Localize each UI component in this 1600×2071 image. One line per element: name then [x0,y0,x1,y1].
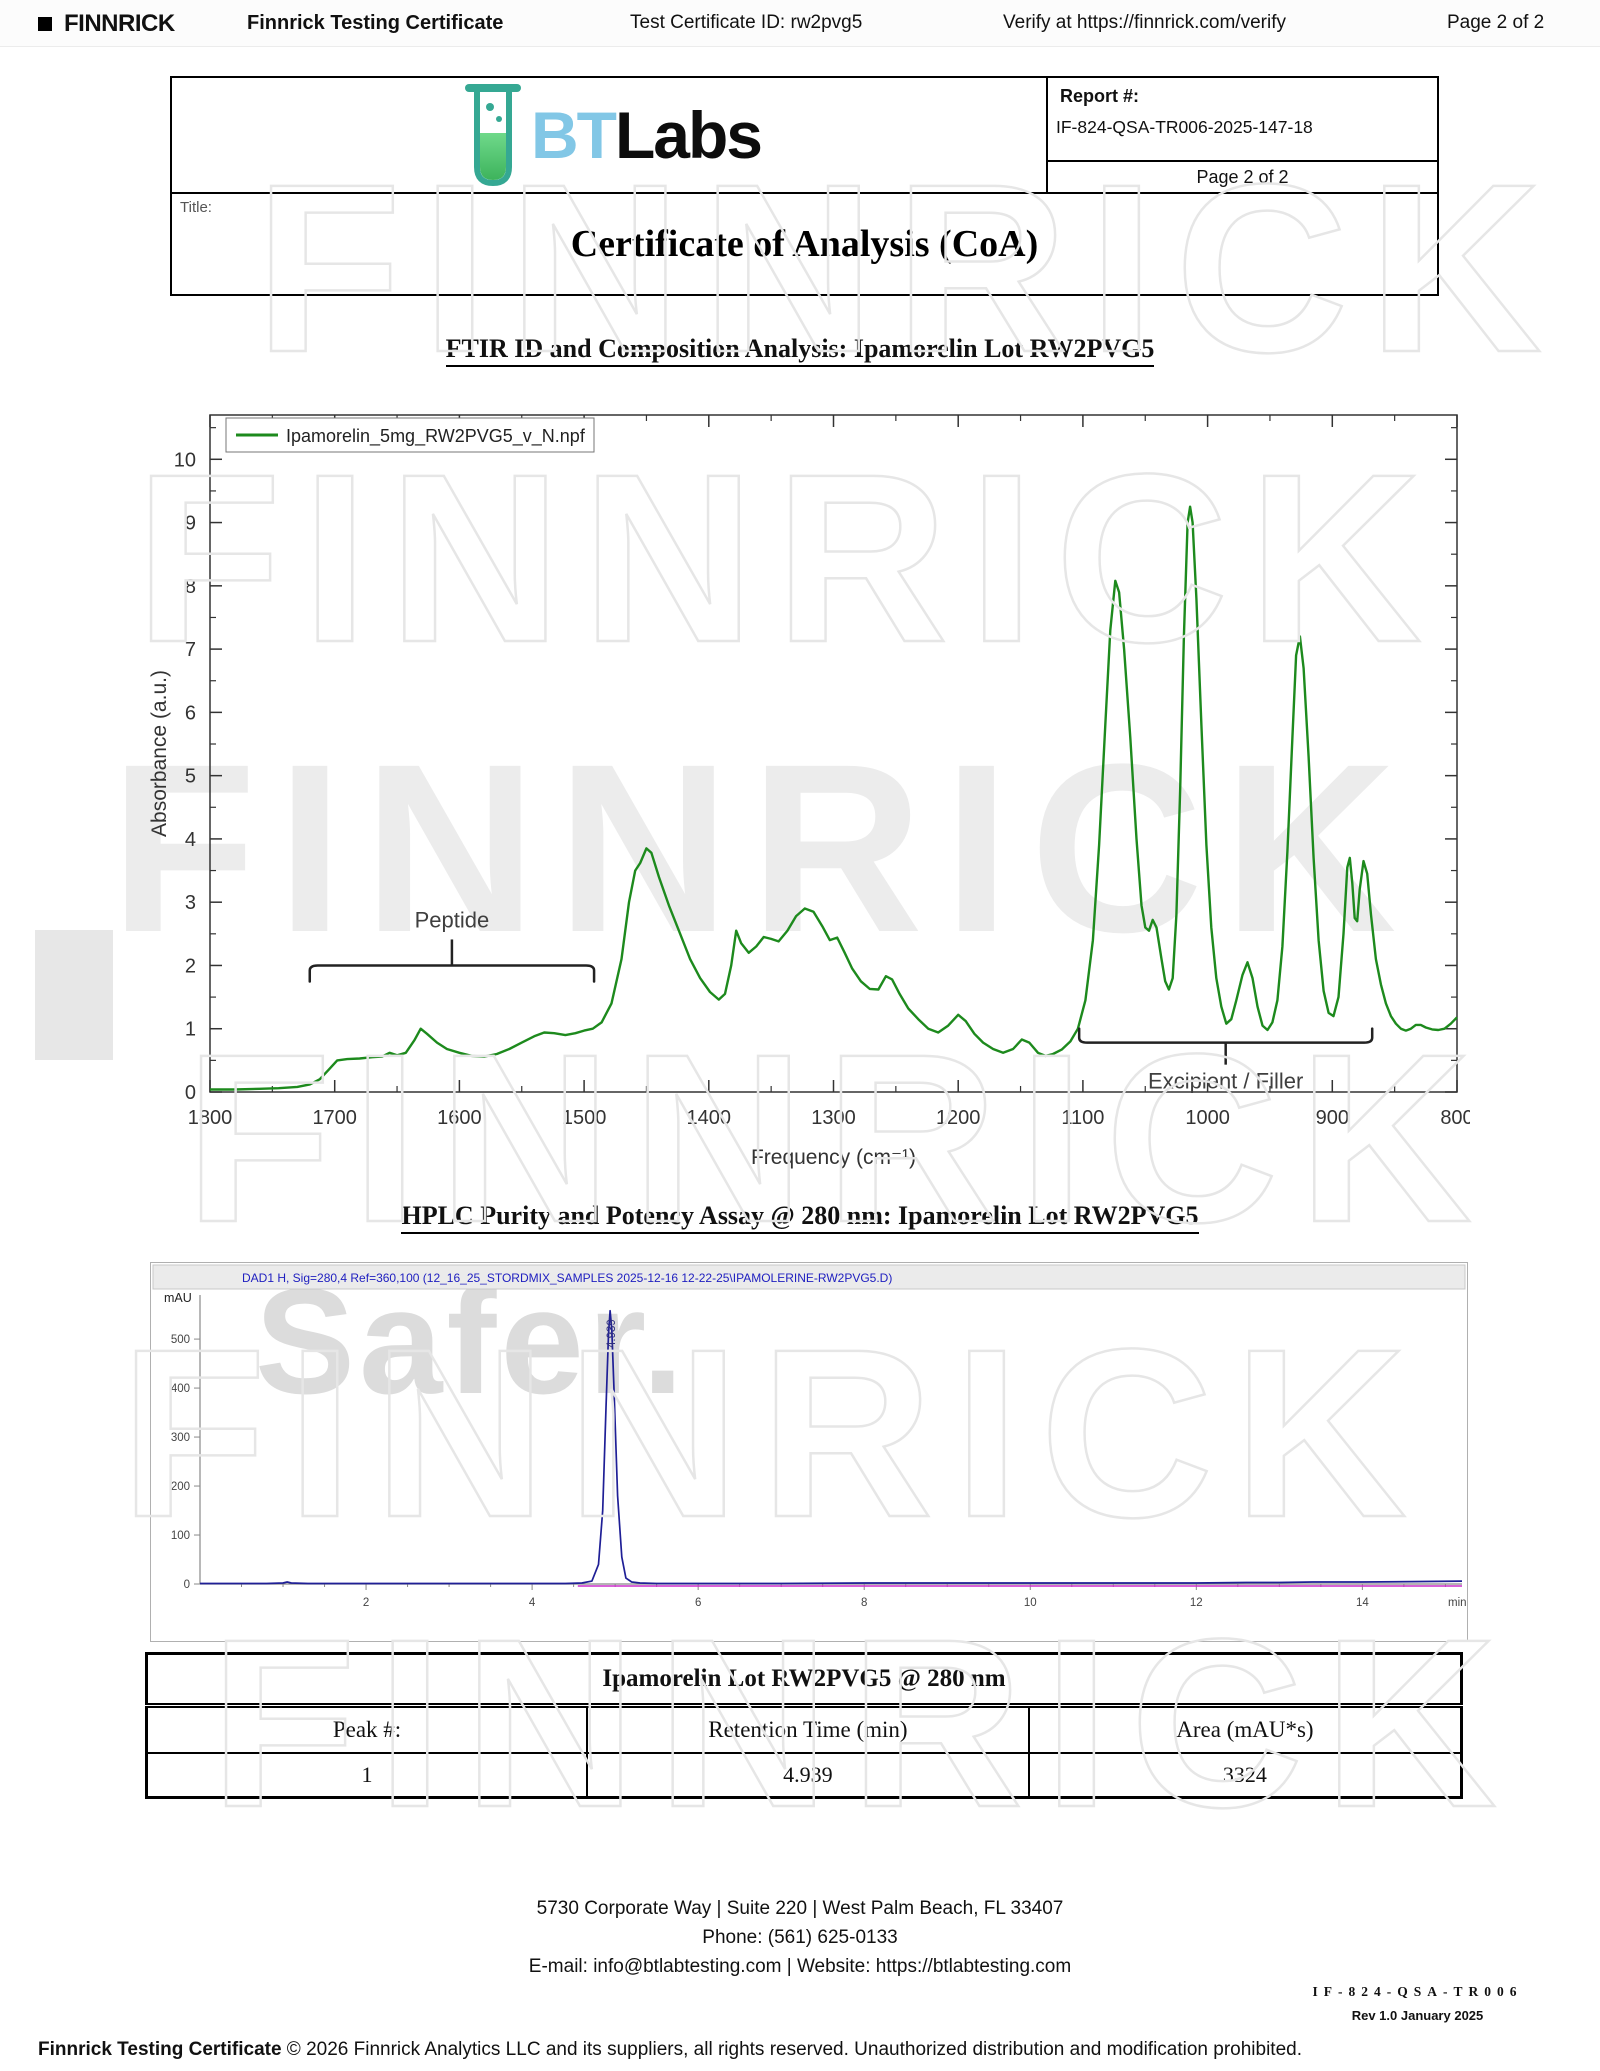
svg-text:Absorbance (a.u.): Absorbance (a.u.) [150,670,171,837]
svg-text:100: 100 [171,1530,190,1542]
report-number-value: IF-824-QSA-TR006-2025-147-18 [1056,117,1313,137]
finnrick-logo: FINNRICK [38,10,175,38]
svg-text:200: 200 [171,1481,190,1493]
finnrick-logo-text: FINNRICK [64,10,175,37]
table-row: 1 4.939 3324 [145,1752,1463,1799]
svg-text:800: 800 [1440,1107,1470,1129]
col-header-rt: Retention Time (min) [586,1705,1030,1754]
svg-text:4.939: 4.939 [606,1319,618,1348]
svg-text:500: 500 [171,1334,190,1346]
finnrick-square-icon [38,17,52,31]
svg-text:1500: 1500 [562,1107,607,1129]
svg-text:5: 5 [185,766,196,788]
svg-text:1000: 1000 [1185,1107,1230,1129]
svg-text:9: 9 [185,513,196,535]
document-id-block: IF-824-QSA-TR006 Rev 1.0 January 2025 [1245,1984,1590,2023]
certificate-id: Test Certificate ID: rw2pvg5 [630,12,863,33]
table-title: Ipamorelin Lot RW2PVG5 @ 280 nm [145,1652,1463,1708]
svg-text:1: 1 [185,1019,196,1041]
svg-text:1400: 1400 [687,1107,732,1129]
title-label: Title: [180,199,212,216]
footer-contact-line[interactable]: E-mail: info@btlabtesting.com | Website:… [528,1956,1072,1977]
bottom-bar-bold: Finnrick Testing Certificate [38,2039,282,2060]
report-number-label: Report #: [1060,86,1140,106]
svg-text:12: 12 [1190,1597,1203,1609]
ftir-section-title-text: FTIR ID and Composition Analysis: Ipamor… [445,334,1155,367]
col-header-peak: Peak #: [145,1705,589,1754]
ftir-section-title: FTIR ID and Composition Analysis: Ipamor… [0,334,1600,367]
svg-text:min: min [1448,1597,1467,1609]
svg-text:8: 8 [861,1597,867,1609]
hplc-section-title: HPLC Purity and Potency Assay @ 280 nm: … [0,1201,1600,1234]
svg-text:0: 0 [185,1082,196,1104]
cell-area: 3324 [1027,1752,1463,1799]
svg-text:10: 10 [1024,1597,1037,1609]
logo-labs-text: Labs [614,98,763,172]
svg-text:8: 8 [185,576,196,598]
svg-text:6: 6 [185,702,196,724]
test-tube-icon [464,84,521,187]
svg-text:1100: 1100 [1061,1107,1104,1129]
verify-link[interactable]: Verify at https://finnrick.com/verify [1003,12,1286,33]
bottom-bar: Finnrick Testing Certificate © 2026 Finn… [0,2031,1600,2071]
svg-text:1200: 1200 [936,1107,981,1129]
svg-text:3: 3 [185,892,196,914]
svg-text:Frequency (cm⁻¹): Frequency (cm⁻¹) [751,1146,916,1169]
svg-text:1300: 1300 [811,1107,856,1129]
svg-text:mAU: mAU [164,1291,192,1305]
ftir-chart: 1800 1700 1600 1500 1400 1300 1200 1100 1000 900 8… [150,414,1470,1169]
report-number-cell: Report #: IF-824-QSA-TR006-2025-147-18 P… [1046,78,1437,192]
hplc-section-title-text: HPLC Purity and Potency Assay @ 280 nm: … [401,1201,1199,1234]
svg-text:2: 2 [363,1597,369,1609]
header-page-indicator: Page 2 of 2 [1048,160,1437,192]
svg-text:6: 6 [695,1597,701,1609]
page-indicator: Page 2 of 2 [1447,12,1545,33]
svg-text:Ipamorelin_5mg_RW2PVG5_v_N.npf: Ipamorelin_5mg_RW2PVG5_v_N.npf [286,426,586,447]
document-id: IF-824-QSA-TR006 [1312,1984,1523,1999]
svg-text:DAD1 H, Sig=280,4 Ref=360,100: DAD1 H, Sig=280,4 Ref=360,100 (12_16_25_… [242,1271,892,1285]
svg-text:400: 400 [171,1383,190,1395]
title-row: Title: Certificate of Analysis (CoA) [172,192,1437,294]
svg-text:7: 7 [185,639,196,661]
logo-bt-text: BT [530,98,617,172]
report-header-box: BT Labs Report #: IF-824-QSA-TR006-2025-1… [170,76,1439,296]
footer-contact-block: 5730 Corporate Way | Suite 220 | West Pa… [0,1898,1600,1985]
footer-phone: Phone: (561) 625-0133 [702,1927,898,1948]
svg-text:900: 900 [1316,1107,1349,1129]
svg-text:14: 14 [1356,1597,1369,1609]
top-bar: FINNRICK Finnrick Testing Certificate Te… [0,0,1600,47]
svg-text:4: 4 [185,829,196,851]
col-header-area: Area (mAU*s) [1027,1705,1463,1754]
svg-text:10: 10 [174,449,196,471]
btlabs-logo: BT Labs [172,78,1046,192]
hplc-chromatogram: DAD1 H, Sig=280,4 Ref=360,100 (12_16_25_… [150,1262,1468,1642]
document-revision: Rev 1.0 January 2025 [1351,2008,1484,2023]
svg-text:Peptide: Peptide [415,907,490,932]
cell-retention-time: 4.939 [586,1752,1030,1799]
top-bar-title: Finnrick Testing Certificate [247,12,504,34]
svg-text:Excipient / Filler: Excipient / Filler [1148,1069,1303,1094]
svg-text:0: 0 [184,1579,190,1591]
svg-text:1700: 1700 [312,1107,357,1129]
watermark-square [35,930,113,1060]
svg-text:2: 2 [185,955,196,977]
results-table: Ipamorelin Lot RW2PVG5 @ 280 nm Peak #: … [145,1652,1463,1799]
document-title: Certificate of Analysis (CoA) [570,223,1039,265]
svg-text:4: 4 [529,1597,536,1609]
svg-text:300: 300 [171,1432,190,1444]
svg-text:1600: 1600 [437,1107,482,1129]
bottom-bar-text: © 2026 Finnrick Analytics LLC and its su… [281,2039,1303,2060]
svg-text:1800: 1800 [188,1107,233,1129]
footer-address: 5730 Corporate Way | Suite 220 | West Pa… [536,1898,1064,1919]
cell-peak-number: 1 [145,1752,589,1799]
